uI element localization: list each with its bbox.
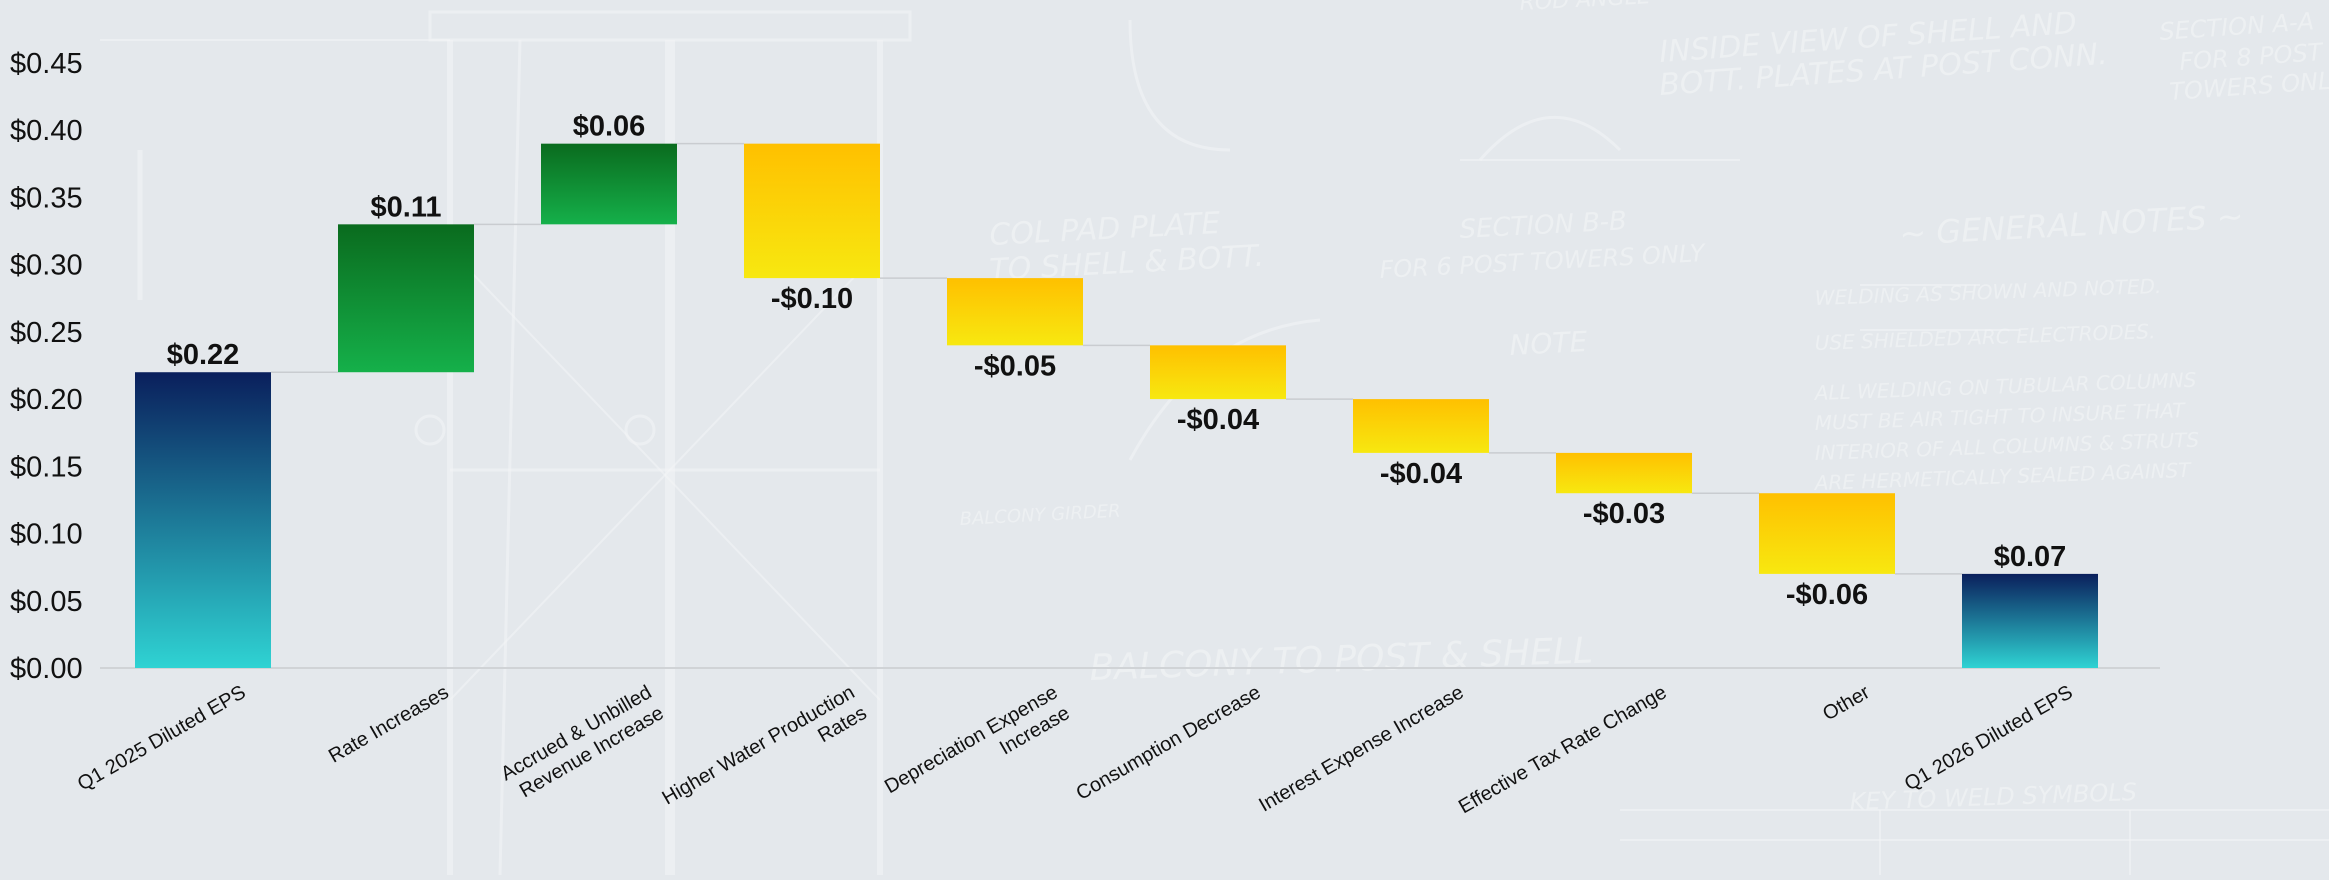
bar-3 <box>744 143 880 279</box>
bar-1 <box>338 224 474 373</box>
y-tick-label: $0.10 <box>10 519 83 551</box>
category-label-line: Higher Water Production <box>658 681 858 809</box>
data-label: -$0.04 <box>1177 404 1259 436</box>
category-label: Q1 2026 Diluted EPS <box>1901 681 2077 795</box>
data-label: -$0.05 <box>974 350 1056 382</box>
category-label-group: Other <box>1819 681 1874 725</box>
y-tick-label: $0.30 <box>10 250 83 282</box>
bar-6 <box>1353 399 1489 453</box>
category-label-group: Effective Tax Rate Change <box>1455 681 1670 818</box>
watermark-text: ROD ANGLE <box>1519 0 1651 16</box>
bar-4 <box>947 278 1083 346</box>
bar-7 <box>1556 452 1692 494</box>
watermark-text: BALCONY TO POST & SHELL <box>1089 630 1594 689</box>
y-tick-label: $0.05 <box>10 586 83 618</box>
y-tick-label: $0.00 <box>10 653 83 685</box>
category-label-group: Accrued & UnbilledRevenue Increase <box>497 681 667 806</box>
bar-layer <box>135 143 2098 668</box>
watermark-text: FOR 6 POST TOWERS ONLY <box>1379 239 1708 284</box>
category-label: Accrued & UnbilledRevenue Increase <box>497 681 667 806</box>
category-label-line: Q1 2025 Diluted EPS <box>74 681 250 795</box>
watermark-text: USE SHIELDED ARC ELECTRODES. <box>1814 319 2155 355</box>
data-label: $0.11 <box>371 191 442 223</box>
y-tick-label: $0.25 <box>10 317 83 349</box>
data-label: $0.07 <box>1994 541 2067 573</box>
category-label-group: Q1 2025 Diluted EPS <box>74 681 250 795</box>
data-label: -$0.03 <box>1583 498 1665 530</box>
category-label-line: Q1 2026 Diluted EPS <box>1901 681 2077 795</box>
category-label-layer: Q1 2025 Diluted EPS Rate Increases Accrued… <box>74 681 2077 830</box>
bar-9 <box>1962 573 2098 668</box>
category-label-group: Higher Water ProductionRates <box>658 681 870 830</box>
category-label: Depreciation ExpenseIncrease <box>881 681 1073 819</box>
category-label-line: Rate Increases <box>325 681 452 767</box>
watermark-text: SECTION B-B <box>1459 206 1628 245</box>
category-label-line: Other <box>1819 681 1874 725</box>
category-label-group: Depreciation ExpenseIncrease <box>881 681 1073 819</box>
watermark-text: NOTE <box>1509 325 1589 362</box>
category-label: Effective Tax Rate Change <box>1455 681 1670 818</box>
bar-8 <box>1759 493 1895 574</box>
data-label: -$0.04 <box>1380 458 1462 490</box>
category-label-line: Consumption Decrease <box>1073 681 1265 805</box>
y-tick-label: $0.45 <box>10 48 83 80</box>
category-label-line: Effective Tax Rate Change <box>1455 681 1670 818</box>
category-label: Q1 2025 Diluted EPS <box>74 681 250 795</box>
data-label-layer: $0.22 $0.11 $0.06 -$0.10 -$0.05 -$0.04 -$0.04 -… <box>167 111 2067 611</box>
axis-layer: $0.00 $0.05 $0.10 $0.15 $0.20 $0.25 $0.30 $0.35… <box>10 48 2160 685</box>
data-label: -$0.06 <box>1786 579 1868 611</box>
y-tick-label: $0.20 <box>10 384 83 416</box>
category-label: Other <box>1819 681 1874 725</box>
category-label-group: Q1 2026 Diluted EPS <box>1901 681 2077 795</box>
category-label: Consumption Decrease <box>1073 681 1265 805</box>
connector-layer <box>271 142 1962 575</box>
data-label: $0.06 <box>573 111 646 143</box>
category-label: Interest Expense Increase <box>1255 681 1467 816</box>
watermark-text: ~ GENERAL NOTES ~ <box>1898 197 2244 253</box>
y-tick-label: $0.15 <box>10 451 83 483</box>
category-label-line: Interest Expense Increase <box>1255 681 1467 816</box>
bar-5 <box>1150 345 1286 400</box>
category-label-group: Consumption Decrease <box>1073 681 1265 805</box>
watermark-text: ARE HERMETICALLY SEALED AGAINST <box>1812 458 2192 495</box>
category-label: Higher Water ProductionRates <box>658 681 870 830</box>
data-label: $0.22 <box>167 339 240 371</box>
bar-0 <box>135 372 271 668</box>
category-label-group: Interest Expense Increase <box>1255 681 1467 816</box>
category-label-group: Rate Increases <box>325 681 452 767</box>
data-label: -$0.10 <box>771 283 853 315</box>
watermark-text: WELDING AS SHOWN AND NOTED. <box>1814 274 2161 310</box>
y-tick-label: $0.35 <box>10 182 83 214</box>
y-tick-label: $0.40 <box>10 115 83 147</box>
bar-2 <box>541 143 677 225</box>
category-label: Rate Increases <box>325 681 452 767</box>
watermark-text: BALCONY GIRDER <box>959 501 1121 530</box>
